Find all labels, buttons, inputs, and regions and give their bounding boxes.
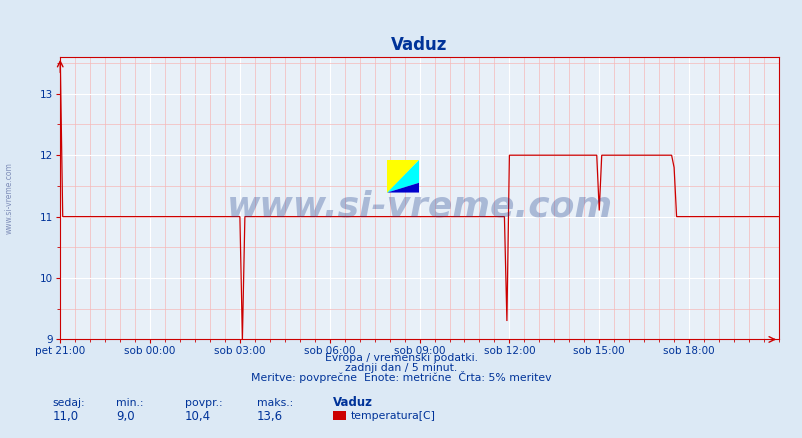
Text: sedaj:: sedaj: (52, 399, 85, 409)
Text: min.:: min.: (116, 399, 144, 409)
Text: www.si-vreme.com: www.si-vreme.com (5, 162, 14, 234)
Text: www.si-vreme.com: www.si-vreme.com (226, 190, 612, 224)
Text: povpr.:: povpr.: (184, 399, 222, 409)
Text: 9,0: 9,0 (116, 410, 135, 423)
Polygon shape (387, 160, 419, 193)
Text: Meritve: povprečne  Enote: metrične  Črta: 5% meritev: Meritve: povprečne Enote: metrične Črta:… (251, 371, 551, 384)
Text: Vaduz: Vaduz (333, 396, 373, 410)
Text: Evropa / vremenski podatki.: Evropa / vremenski podatki. (325, 353, 477, 364)
Text: 10,4: 10,4 (184, 410, 211, 423)
Text: 11,0: 11,0 (52, 410, 79, 423)
Polygon shape (387, 160, 419, 193)
Text: maks.:: maks.: (257, 399, 293, 409)
Text: zadnji dan / 5 minut.: zadnji dan / 5 minut. (345, 364, 457, 374)
Title: Vaduz: Vaduz (391, 36, 448, 54)
Text: 13,6: 13,6 (257, 410, 283, 423)
Text: temperatura[C]: temperatura[C] (350, 411, 435, 421)
Polygon shape (387, 183, 419, 193)
